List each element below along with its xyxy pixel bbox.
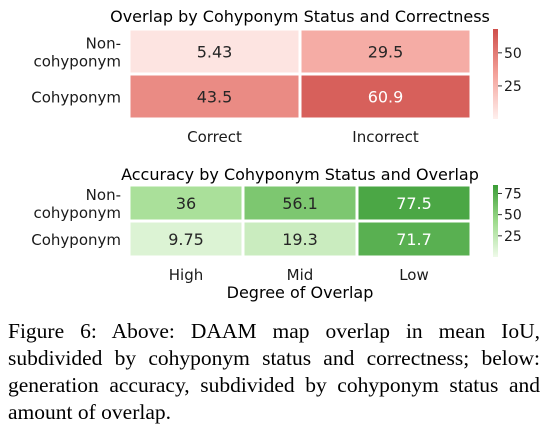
colorbar-tick-label: 50: [504, 46, 522, 62]
cell-value-label: 77.5: [396, 194, 432, 213]
cell-value-label: 71.7: [396, 230, 432, 249]
figure: Overlap by Cohyponym Status and Correctn…: [31, 7, 522, 302]
cell-value-label: 43.5: [197, 88, 233, 107]
row-label: Non-cohyponym: [33, 186, 121, 222]
heatmap-cell: [130, 30, 299, 73]
heatmap-cell: [301, 75, 470, 118]
cell-value-label: 60.9: [368, 88, 404, 107]
colorbar-tick-label: 25: [504, 79, 522, 95]
row-label: Cohyponym: [31, 231, 121, 249]
cell-value-label: 56.1: [282, 194, 318, 213]
cell-value-label: 36: [176, 194, 196, 213]
cell-value-label: 29.5: [368, 43, 404, 62]
figure-caption: Figure 6: Above: DAAM map overlap in mea…: [8, 319, 540, 424]
column-label: Mid: [287, 266, 314, 284]
column-label: High: [169, 266, 203, 284]
colorbar-tick-label: 75: [504, 186, 522, 202]
heatmap-cell: [358, 186, 470, 220]
heatmap-cell: [130, 75, 299, 118]
x-axis-label: Degree of Overlap: [227, 283, 374, 302]
cell-value-label: 5.43: [197, 43, 233, 62]
row-label: Non-cohyponym: [33, 35, 121, 71]
row-label: Cohyponym: [31, 89, 121, 107]
colorbar: [493, 29, 498, 119]
heatmap-cell: [358, 222, 470, 256]
heatmap-cell: [244, 186, 356, 220]
chart-title: Accuracy by Cohyponym Status and Overlap: [121, 165, 479, 184]
cell-value-label: 19.3: [282, 230, 318, 249]
cell-value-label: 9.75: [168, 230, 204, 249]
heatmap-cell: [244, 222, 356, 256]
column-label: Low: [399, 266, 429, 284]
heatmap-cell: [130, 222, 242, 256]
column-label: Correct: [187, 128, 242, 146]
overlap-heatmap: Overlap by Cohyponym Status and Correctn…: [31, 7, 522, 146]
colorbar-tick-label: 25: [504, 229, 522, 245]
heatmap-cell: [130, 186, 242, 220]
column-label: Incorrect: [352, 128, 419, 146]
heatmap-cell: [301, 30, 470, 73]
colorbar-tick-label: 50: [504, 208, 522, 224]
colorbar: [493, 185, 498, 257]
accuracy-heatmap: Accuracy by Cohyponym Status and Overlap…: [31, 165, 522, 302]
chart-title: Overlap by Cohyponym Status and Correctn…: [110, 7, 490, 26]
